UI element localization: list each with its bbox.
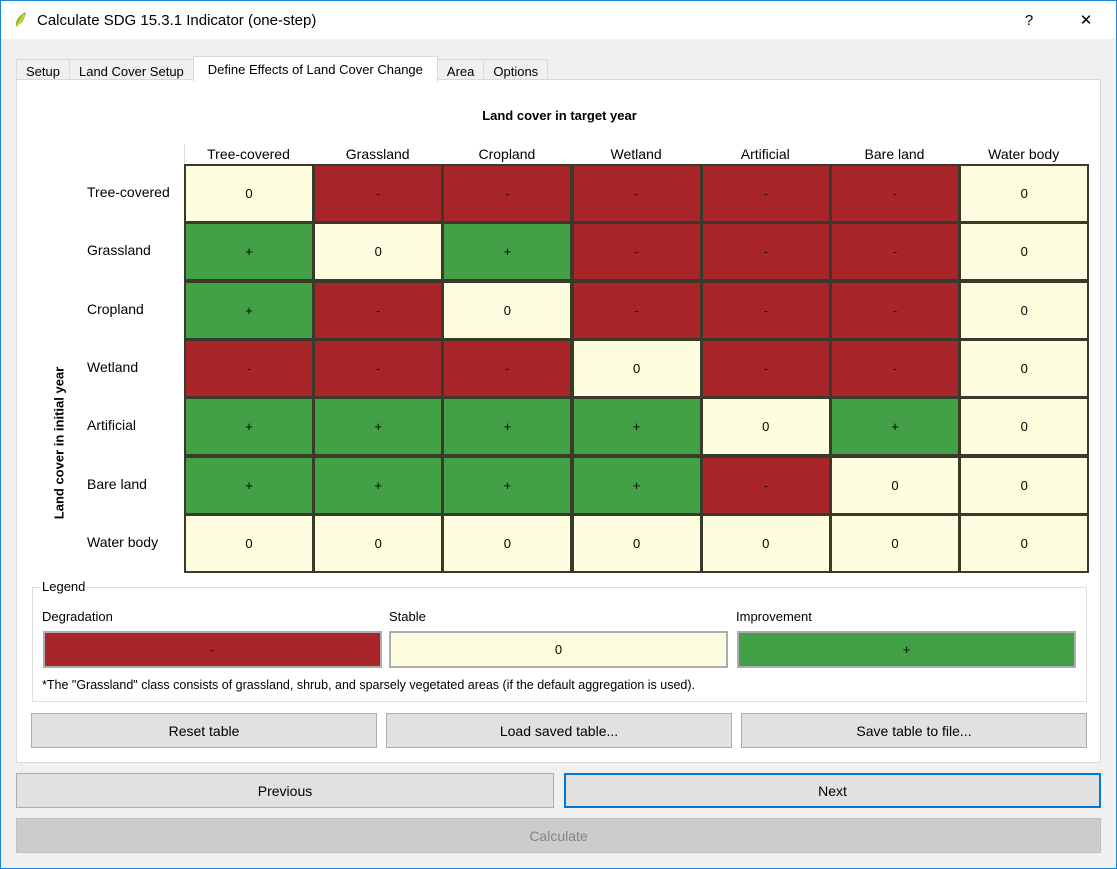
matrix-cell[interactable]: + xyxy=(313,397,444,457)
column-header: Cropland xyxy=(478,146,536,162)
calculate-button[interactable]: Calculate xyxy=(16,818,1101,853)
legend-title: Legend xyxy=(40,579,88,594)
matrix-cell[interactable]: - xyxy=(700,455,831,515)
matrix-cell[interactable]: 0 xyxy=(830,513,960,573)
column-header: Water body xyxy=(988,146,1060,162)
matrix-cell[interactable]: 0 xyxy=(959,280,1090,340)
matrix-cell[interactable]: - xyxy=(442,338,573,398)
matrix-cell[interactable]: - xyxy=(700,222,831,282)
legend-improvement-swatch: + xyxy=(737,631,1076,668)
help-button[interactable]: ? xyxy=(1024,11,1034,29)
next-button[interactable]: Next xyxy=(564,773,1101,808)
matrix-cell[interactable]: 0 xyxy=(959,164,1090,223)
matrix-cell[interactable]: 0 xyxy=(959,222,1090,282)
matrix-cell[interactable]: 0 xyxy=(313,222,444,282)
column-header: Grassland xyxy=(345,146,410,162)
target-year-label: Land cover in target year xyxy=(482,108,637,123)
column-header: Bare land xyxy=(864,146,925,162)
matrix-cell[interactable]: 0 xyxy=(571,513,702,573)
row-header: Tree-covered xyxy=(87,184,170,200)
matrix-cell[interactable]: + xyxy=(184,455,314,515)
tab-land-cover-setup[interactable]: Land Cover Setup xyxy=(68,59,194,82)
tab-define-effects[interactable]: Define Effects of Land Cover Change xyxy=(192,56,438,82)
row-header: Grassland xyxy=(87,242,151,259)
matrix-cell[interactable]: 0 xyxy=(313,513,444,573)
row-header: Cropland xyxy=(87,300,144,317)
load-saved-table-button[interactable]: Load saved table... xyxy=(386,713,732,748)
matrix-cell[interactable]: + xyxy=(313,455,444,515)
matrix-cell[interactable]: 0 xyxy=(700,397,831,457)
title-bar: Calculate SDG 15.3.1 Indicator (one-step… xyxy=(1,1,1116,39)
matrix-cell[interactable]: - xyxy=(313,164,444,223)
matrix-cell[interactable]: 0 xyxy=(959,513,1090,573)
row-header: Wetland xyxy=(87,358,139,375)
column-header: Wetland xyxy=(610,146,662,162)
matrix-cell[interactable]: 0 xyxy=(830,455,960,515)
matrix-cell[interactable]: + xyxy=(442,222,573,282)
matrix-cell[interactable]: - xyxy=(313,338,444,398)
matrix-cell[interactable]: - xyxy=(184,338,314,398)
matrix-cell[interactable]: 0 xyxy=(959,397,1090,457)
matrix-cell[interactable]: + xyxy=(442,455,573,515)
matrix-cell[interactable]: - xyxy=(571,280,702,340)
matrix-cell[interactable]: - xyxy=(830,164,960,223)
matrix-cell[interactable]: + xyxy=(184,397,314,457)
matrix-cell[interactable]: - xyxy=(571,222,702,282)
matrix-cell[interactable]: + xyxy=(442,397,573,457)
matrix-cell[interactable]: 0 xyxy=(959,455,1090,515)
initial-year-label: Land cover in initial year xyxy=(51,366,67,520)
window-title: Calculate SDG 15.3.1 Indicator (one-step… xyxy=(37,11,317,29)
matrix-cell[interactable]: 0 xyxy=(442,280,573,340)
legend-stable-label: Stable xyxy=(389,609,426,624)
tab-options[interactable]: Options xyxy=(483,59,549,82)
previous-button[interactable]: Previous xyxy=(16,773,554,808)
matrix-cell[interactable]: 0 xyxy=(571,338,702,398)
matrix-cell[interactable]: 0 xyxy=(184,164,314,223)
legend-note: *The "Grassland" class consists of grass… xyxy=(42,678,695,692)
column-header: Tree-covered xyxy=(207,146,290,162)
matrix-cell[interactable]: + xyxy=(184,280,314,340)
close-button[interactable]: ✕ xyxy=(1079,12,1093,29)
matrix-cell[interactable]: 0 xyxy=(184,513,314,573)
tab-bar: Setup Land Cover Setup Define Effects of… xyxy=(16,56,549,82)
legend-group: Legend Degradation Stable Improvement - … xyxy=(32,579,1087,702)
qgis-app-icon xyxy=(15,12,26,27)
reset-table-button[interactable]: Reset table xyxy=(31,713,377,748)
matrix-cell[interactable]: - xyxy=(830,280,960,340)
column-header: Artificial xyxy=(740,146,790,162)
tab-panel: Land cover in target year Land cover in … xyxy=(16,79,1101,763)
matrix-cell[interactable]: + xyxy=(571,455,702,515)
row-header: Bare land xyxy=(87,475,147,492)
matrix-cell[interactable]: + xyxy=(571,397,702,457)
matrix-cell[interactable]: - xyxy=(571,164,702,223)
matrix-cell[interactable]: - xyxy=(313,280,444,340)
matrix-cell[interactable]: + xyxy=(830,397,960,457)
matrix-cell[interactable]: 0 xyxy=(700,513,831,573)
matrix-cell[interactable]: - xyxy=(830,222,960,282)
legend-improvement-label: Improvement xyxy=(736,609,812,624)
matrix-cell[interactable]: - xyxy=(700,164,831,223)
matrix-cell[interactable]: 0 xyxy=(442,513,573,573)
legend-degradation-label: Degradation xyxy=(42,609,113,624)
matrix-cell[interactable]: - xyxy=(700,338,831,398)
legend-stable-swatch: 0 xyxy=(389,631,728,668)
matrix-cell[interactable]: 0 xyxy=(959,338,1090,398)
row-header: Water body xyxy=(87,533,159,550)
legend-degradation-swatch: - xyxy=(43,631,382,668)
matrix-cell[interactable]: - xyxy=(442,164,573,223)
save-table-button[interactable]: Save table to file... xyxy=(741,713,1087,748)
matrix-cell[interactable]: - xyxy=(700,280,831,340)
matrix-cell[interactable]: + xyxy=(184,222,314,282)
row-header: Artificial xyxy=(87,417,137,434)
matrix-cell[interactable]: - xyxy=(830,338,960,398)
